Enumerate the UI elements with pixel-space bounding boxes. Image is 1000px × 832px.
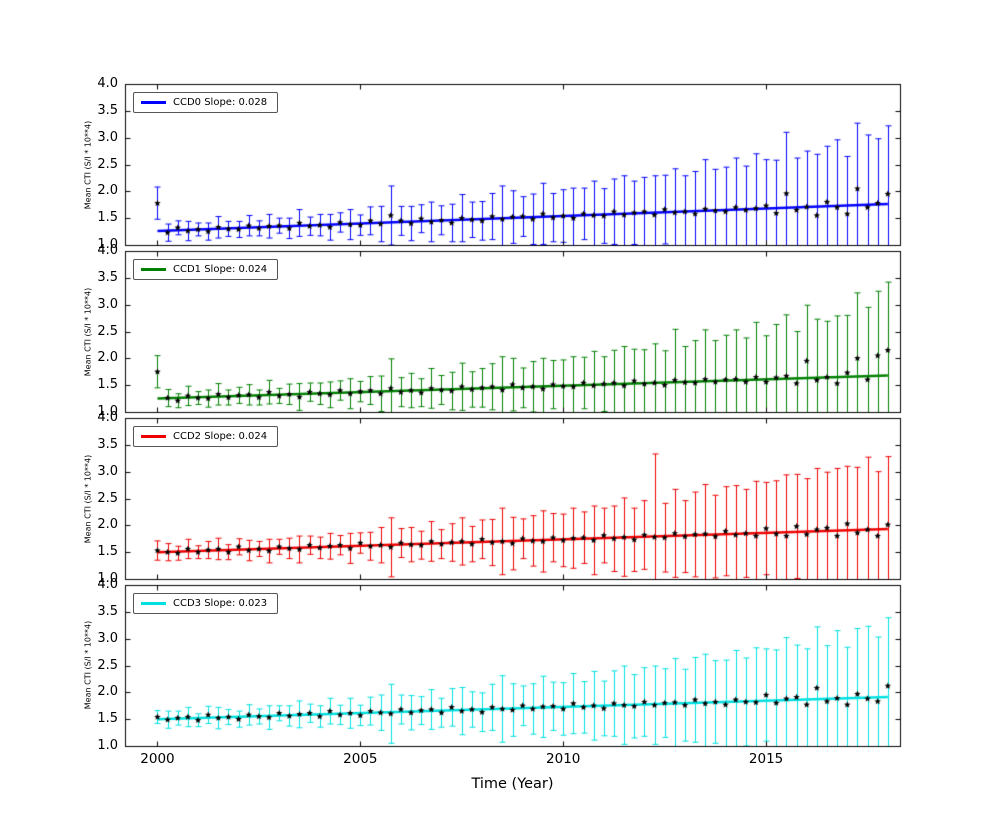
y-tick-label: 2.0: [97, 183, 118, 199]
legend-line-ccd2: [141, 435, 166, 438]
y-tick-label: 2.5: [97, 657, 118, 673]
y-tick-label: 4.0: [97, 76, 118, 91]
legend-line-ccd0: [141, 101, 166, 104]
legend-ccd2: CCD2 Slope: 0.024: [133, 426, 279, 447]
legend-label-ccd2: CCD2 Slope: 0.024: [173, 431, 268, 442]
legend-line-ccd1: [141, 268, 166, 271]
y-tick-label: 3.5: [97, 436, 118, 452]
y-tick-label: 2.5: [97, 323, 118, 339]
y-tick-label: 1.5: [97, 544, 118, 560]
x-tick-label: 2010: [546, 751, 581, 767]
y-tick-label: 3.0: [97, 463, 118, 479]
y-tick-label: 3.5: [97, 603, 118, 619]
y-tick-label: 2.5: [97, 156, 118, 172]
y-tick-label: 4.0: [97, 410, 118, 425]
y-tick-label: 1.0: [97, 571, 118, 586]
y-tick-label: 3.5: [97, 269, 118, 285]
y-tick-label: 1.5: [97, 377, 118, 393]
y-tick-label: 3.0: [97, 129, 118, 145]
y-tick-label: 2.0: [97, 517, 118, 533]
y-tick-label: 4.0: [97, 577, 118, 592]
legend-label-ccd3: CCD3 Slope: 0.023: [173, 598, 268, 609]
legend-label-ccd0: CCD0 Slope: 0.028: [173, 97, 268, 108]
y-tick-label: 3.5: [97, 102, 118, 118]
x-tick-label: 2005: [343, 751, 378, 767]
y-tick-label: 1.0: [97, 738, 118, 753]
y-tick-label: 3.0: [97, 296, 118, 312]
legend-ccd0: CCD0 Slope: 0.028: [133, 92, 279, 113]
legend-ccd1: CCD1 Slope: 0.024: [133, 259, 279, 280]
legend-ccd3: CCD3 Slope: 0.023: [133, 593, 279, 614]
x-tick-label: 2000: [140, 751, 175, 767]
legend-label-ccd1: CCD1 Slope: 0.024: [173, 264, 268, 275]
x-tick-label: 2015: [748, 751, 784, 767]
y-tick-label: 2.0: [97, 350, 118, 366]
y-tick-label: 1.0: [97, 237, 118, 252]
y-tick-label: 4.0: [97, 243, 118, 258]
y-tick-label: 2.0: [97, 684, 118, 700]
y-tick-label: 1.5: [97, 210, 118, 226]
y-tick-label: 2.5: [97, 490, 118, 506]
x-axis-label: Time (Year): [471, 776, 554, 792]
y-tick-label: 1.0: [97, 404, 118, 419]
y-tick-label: 3.0: [97, 630, 118, 646]
y-tick-label: 1.5: [97, 711, 118, 727]
legend-line-ccd3: [141, 602, 166, 605]
